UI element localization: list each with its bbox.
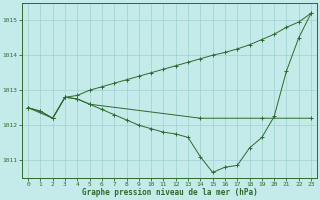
X-axis label: Graphe pression niveau de la mer (hPa): Graphe pression niveau de la mer (hPa) bbox=[82, 188, 258, 197]
